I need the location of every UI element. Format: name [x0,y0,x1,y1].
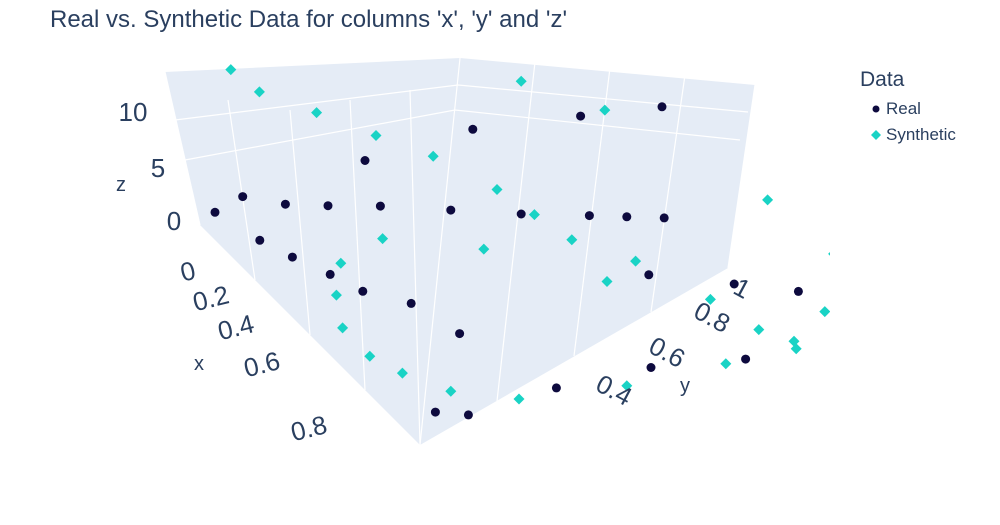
marker-real [622,212,632,222]
marker-synthetic [704,293,716,305]
marker-real [446,205,456,215]
marker-real [287,252,297,262]
grid-line [227,99,256,281]
grid-line [727,84,756,269]
marker-real [455,329,465,339]
marker-synthetic [599,104,611,116]
marker-real [729,279,739,289]
marker-real [793,286,803,296]
marker-real [646,363,656,372]
marker-synthetic [819,306,830,318]
legend: Data Real Synthetic [860,68,956,148]
marker-real [468,124,478,134]
marker-synthetic [225,64,237,76]
marker-real [576,111,586,121]
marker-real [238,192,248,202]
marker-synthetic [370,130,382,141]
marker-synthetic [513,393,525,405]
marker-synthetic [377,233,389,245]
marker-real [255,235,265,245]
marker-synthetic [753,324,765,336]
marker-real [358,286,368,296]
grid-line [289,109,311,336]
marker-synthetic [601,276,613,287]
y-tick-label: 0.4 [591,368,637,411]
z-axis-title: z [116,174,126,196]
marker-real [657,102,667,112]
y-tick-label: 0.8 [689,295,735,338]
marker-real [375,201,385,211]
marker-real [210,207,220,217]
grid-line [184,109,741,161]
grid-line [419,57,461,445]
z-tick-label: 0 [167,206,181,236]
marker-real [741,354,751,364]
marker-synthetic [253,86,265,98]
marker-synthetic [828,251,830,256]
legend-real-circle-icon [860,99,886,119]
marker-synthetic [427,150,439,162]
marker-synthetic [515,75,527,87]
marker-real [869,295,878,304]
marker-real [280,199,290,209]
grid-line [174,84,749,121]
grid-line [349,99,366,391]
marker-synthetic [337,322,349,334]
marker-synthetic [445,385,457,397]
x-tick-label: 0 [177,255,198,288]
marker-real [584,211,594,221]
z-tick-label: 5 [151,153,165,183]
grid-line [650,74,686,313]
grid-line [409,89,421,445]
grid-line [164,71,201,226]
marker-synthetic [762,194,774,206]
marker-real [360,156,370,165]
marker-synthetic [330,289,342,301]
marker-synthetic [788,335,800,347]
x-axis-title: x [194,353,204,375]
legend-synthetic-diamond-icon [860,125,886,145]
legend-label-real: Real [886,99,921,118]
marker-synthetic [621,380,633,392]
grid-line [496,61,536,402]
marker-synthetic [528,209,540,221]
legend-item-real[interactable]: Real [860,96,956,122]
marker-synthetic [478,243,490,255]
marker-real [325,269,335,279]
gridlines [164,57,756,445]
marker-synthetic [396,367,408,379]
y-axis-title: y [680,375,690,397]
marker-real [551,383,561,393]
marker-synthetic [566,234,578,246]
marker-real [659,213,669,223]
marker-synthetic [364,350,376,362]
marker-synthetic [311,107,323,119]
legend-title: Data [860,68,905,91]
marker-real [323,201,333,211]
x-tick-label: 0.2 [190,279,232,317]
marker-synthetic [491,184,503,195]
legend-item-synthetic[interactable]: Synthetic [860,122,956,148]
marker-real [644,270,654,280]
x-tick-label: 0.6 [241,345,283,383]
legend-label-synthetic: Synthetic [886,125,956,144]
left-wall-pane [165,58,460,445]
x-tick-label: 0.4 [215,308,257,346]
chart-title: Real vs. Synthetic Data for columns 'x',… [50,6,568,33]
marker-real [463,410,473,420]
marker-synthetic [630,255,642,267]
marker-real [911,301,920,310]
x-tick-label: 0.8 [288,409,330,447]
marker-real [406,298,416,308]
marker-synthetic [720,358,732,370]
marker-real [516,209,526,219]
marker-real [430,407,440,417]
data-markers [210,64,920,420]
z-tick-label: 10 [119,97,148,127]
marker-synthetic [335,257,347,269]
